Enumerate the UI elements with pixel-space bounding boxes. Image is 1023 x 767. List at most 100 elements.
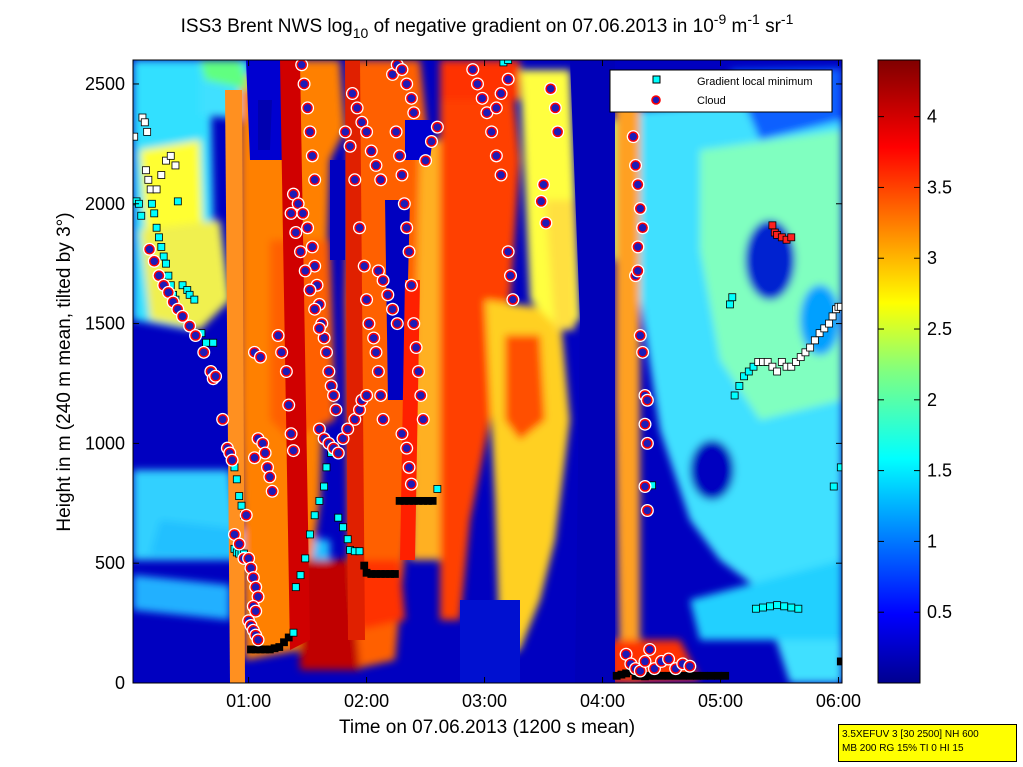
colorbar-tick-label: 2.5 xyxy=(927,319,952,339)
gradient-minimum-point xyxy=(787,362,796,371)
gradient-minimum-point xyxy=(152,223,161,232)
colorbar-tick-label: 1.5 xyxy=(927,461,952,481)
cloud-point xyxy=(401,78,412,90)
cloud-point xyxy=(491,150,502,162)
cloud-point xyxy=(632,241,644,253)
gradient-minimum-point xyxy=(763,358,772,366)
gradient-minimum-point xyxy=(235,492,244,501)
gradient-minimum-point xyxy=(787,233,796,242)
gradient-minimum-point xyxy=(237,501,246,510)
cloud-point xyxy=(255,351,266,363)
cloud-point xyxy=(297,208,309,219)
cloud-point xyxy=(198,347,210,358)
gradient-minimum-point xyxy=(147,199,156,208)
gradient-minimum-point xyxy=(836,463,842,472)
legend-label-cloud: Cloud xyxy=(697,95,726,107)
colorbar-tick-label: 2 xyxy=(927,390,937,410)
gradient-minimum-point xyxy=(289,628,298,637)
cloud-point xyxy=(163,287,174,298)
cloud-point xyxy=(635,665,646,677)
colorbar-ticks: 0.5 1 1.5 2 2.5 3 3.5 4 xyxy=(878,107,952,622)
y-tick-label: 2000 xyxy=(85,194,125,214)
gradient-minimum-point xyxy=(820,324,829,333)
cloud-point xyxy=(363,318,375,329)
cloud-point xyxy=(323,366,335,377)
cloud-point xyxy=(288,188,299,200)
gradient-minimum-point xyxy=(322,463,331,472)
cloud-point xyxy=(153,270,165,281)
gradient-minimum-point xyxy=(730,391,739,400)
gradient-minimum-point xyxy=(768,221,777,230)
gradient-minimum-point xyxy=(794,604,803,613)
cloud-point xyxy=(637,347,648,358)
gradient-minimum-point xyxy=(390,570,399,578)
legend: Gradient local minimum Cloud xyxy=(609,69,833,113)
gradient-minimum-point xyxy=(315,496,324,505)
gradient-minimum-point xyxy=(749,362,758,371)
gradient-minimum-point xyxy=(792,358,800,366)
gradient-minimum-point xyxy=(759,603,767,612)
y-tick-label: 500 xyxy=(95,553,125,573)
gradient-minimum-point xyxy=(787,603,796,612)
cloud-point xyxy=(540,217,552,229)
cloud-point xyxy=(396,428,408,440)
x-tick-label: 06:00 xyxy=(816,691,861,711)
gradient-minimum-point xyxy=(166,151,175,160)
gradient-minimum-point xyxy=(150,209,159,218)
cloud-point xyxy=(250,605,261,617)
gradient-minimum-point xyxy=(735,381,744,390)
gradient-minimum-point xyxy=(836,302,842,311)
cloud-point xyxy=(333,447,344,459)
gradient-minimum-point xyxy=(310,511,319,520)
cloud-point xyxy=(314,423,325,435)
cloud-point xyxy=(644,644,655,655)
gradient-minimum-point xyxy=(751,604,760,613)
cloud-point xyxy=(545,83,556,95)
cloud-point xyxy=(639,418,651,430)
gradient-minimum-point xyxy=(777,358,786,366)
cloud-point xyxy=(417,414,429,425)
cloud-point xyxy=(328,390,339,401)
gradient-minimum-point xyxy=(664,671,673,680)
cloud-point xyxy=(184,320,195,332)
x-tick-label: 03:00 xyxy=(462,691,507,711)
cloud-point xyxy=(476,93,488,104)
cloud-point xyxy=(401,442,412,454)
cloud-point xyxy=(390,126,402,138)
gradient-minimum-point xyxy=(355,547,364,556)
cloud-point xyxy=(502,73,514,85)
cloud-point xyxy=(259,447,271,459)
cloud-point xyxy=(505,270,516,281)
gradient-minimum-point xyxy=(171,161,180,170)
y-axis: 0 500 1000 1500 2000 2500 xyxy=(85,74,842,693)
cloud-point xyxy=(403,462,415,473)
cloud-point xyxy=(642,395,653,406)
gradient-minimum-point xyxy=(773,367,782,376)
cloud-point xyxy=(283,399,294,411)
cloud-point xyxy=(632,179,644,190)
cloud-point xyxy=(361,294,372,305)
cloud-point xyxy=(264,471,276,483)
y-tick-label: 2500 xyxy=(85,74,125,94)
cloud-point xyxy=(538,179,549,190)
cloud-point xyxy=(472,78,483,90)
gradient-minimum-point xyxy=(740,372,748,381)
gradient-minimum-point xyxy=(768,362,777,371)
colorbar-tick-label: 3 xyxy=(927,248,937,268)
gradient-minimum-point xyxy=(796,353,805,362)
gradient-minimum-point xyxy=(157,171,166,179)
cloud-point xyxy=(401,222,412,233)
cloud-point xyxy=(406,93,417,104)
cloud-point xyxy=(630,160,641,171)
cloud-point xyxy=(366,145,377,157)
y-axis-label: Height in m (240 m mean, tilted by 3°) xyxy=(54,212,75,531)
gradient-minimum-point xyxy=(159,252,168,261)
x-axis-label: Time on 07.06.2013 (1200 s mean) xyxy=(339,717,635,738)
cloud-point xyxy=(226,454,238,466)
gradient-minimum-point xyxy=(360,561,369,570)
gradient-minimum-point xyxy=(806,343,815,352)
y-tick-label: 0 xyxy=(115,673,125,693)
cloud-point xyxy=(233,538,245,550)
cloud-point xyxy=(241,510,252,521)
